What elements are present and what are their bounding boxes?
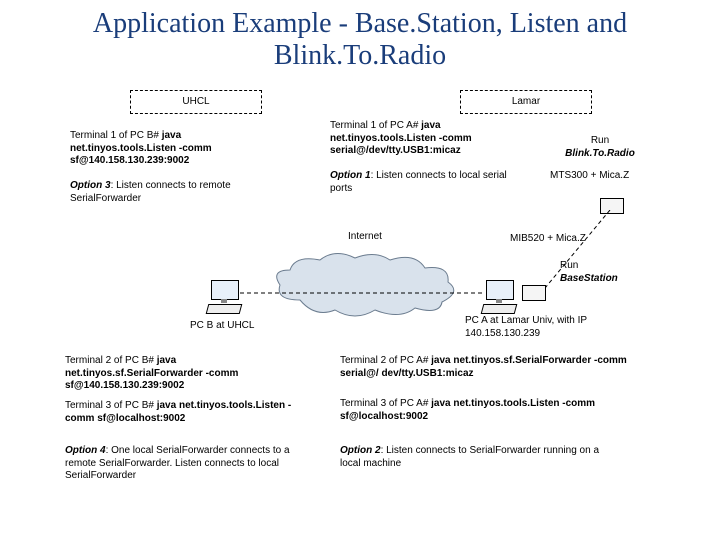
term-a2: Terminal 2 of PC A# java net.tinyos.sf.S… (340, 355, 640, 380)
term-a3: Terminal 3 of PC A# java net.tinyos.tool… (340, 398, 610, 423)
internet-label: Internet (348, 231, 382, 242)
pca-label: PC A at Lamar Univ, with IP 140.158.130.… (465, 315, 625, 340)
uhcl-box: UHCL (130, 90, 262, 114)
page-title: Application Example - Base.Station, List… (0, 0, 720, 76)
blink-label: RunBlink.To.Radio (550, 135, 650, 160)
term-b1: Terminal 1 of PC B# java net.tinyos.tool… (70, 130, 270, 205)
pcb-label: PC B at UHCL (190, 320, 254, 333)
option-2: Option 2: Listen connects to SerialForwa… (340, 445, 600, 470)
lamar-box: Lamar (460, 90, 592, 114)
pc-b-icon (205, 280, 245, 316)
diagram-canvas: UHCL Lamar Terminal 1 of PC B# java net.… (60, 90, 660, 530)
mib-icon (522, 285, 546, 301)
term-b2: Terminal 2 of PC B# java net.tinyos.sf.S… (65, 355, 295, 393)
option-4: Option 4: One local SerialForwarder conn… (65, 445, 305, 483)
mts-label: MTS300 + Mica.Z (550, 170, 640, 183)
term-a1: Terminal 1 of PC A# java net.tinyos.tool… (330, 120, 520, 195)
term-b3: Terminal 3 of PC B# java net.tinyos.tool… (65, 400, 295, 425)
pc-a-icon (480, 280, 520, 316)
